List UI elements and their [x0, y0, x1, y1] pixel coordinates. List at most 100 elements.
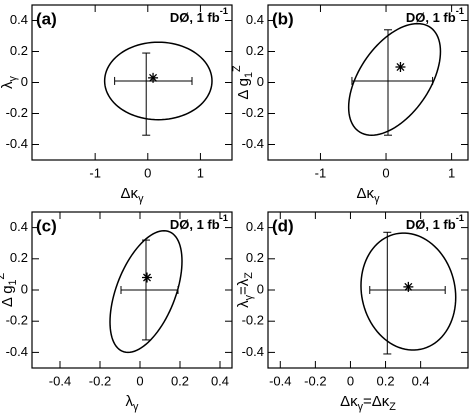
x-tick-label: -1 — [89, 165, 101, 180]
x-tick-label: -0.4 — [269, 373, 291, 388]
label-part: 1 — [243, 72, 255, 78]
y-tick-label: -0.2 — [6, 105, 28, 120]
x-tick-label: 1 — [197, 165, 204, 180]
x-tick-label: 0 — [347, 373, 354, 388]
y-interval — [383, 231, 392, 355]
x-axis-label: λγ — [126, 393, 140, 413]
panel-note: DØ, 1 fb-1 — [170, 6, 228, 25]
label-part: Δ g — [235, 78, 252, 100]
x-tick-label: 0.2 — [377, 373, 395, 388]
label-part: DØ, 1 fb — [406, 217, 456, 232]
label-part: Δκ — [357, 185, 375, 202]
label-part: Z — [243, 272, 255, 279]
label-part: γ — [243, 294, 255, 300]
label-part: λ — [126, 393, 134, 410]
label-part: DØ, 1 fb — [170, 10, 220, 25]
y-tick-label: -0.2 — [242, 105, 264, 120]
x-tick-label: -0.2 — [304, 373, 326, 388]
y-tick-label: -0.4 — [242, 136, 264, 151]
x-tick-label: 0.2 — [171, 373, 189, 388]
y-axis-label: λγ — [0, 75, 19, 89]
best-fit-point — [403, 281, 414, 292]
x-tick-label: 0.4 — [211, 373, 229, 388]
x-interval — [351, 76, 434, 85]
label-part: γ — [133, 401, 139, 413]
label-part: γ — [7, 75, 19, 81]
label-part: γ — [138, 193, 144, 205]
panel-note: DØ, 1 fb-1 — [406, 213, 464, 232]
x-tick-label: -1 — [315, 165, 327, 180]
contour-ellipse — [347, 22, 442, 136]
plot-frame — [31, 4, 233, 161]
y-tick-label: 0 — [257, 281, 264, 296]
panel-label: (d) — [272, 216, 294, 235]
y-interval — [142, 52, 151, 136]
x-tick-label: -0.4 — [49, 373, 71, 388]
contour-ellipse — [109, 229, 183, 354]
y-tick-label: -0.4 — [6, 136, 28, 151]
label-part: -1 — [220, 213, 228, 223]
y-axis-label: Δ g1Z — [0, 272, 19, 307]
y-tick-label: 0.4 — [246, 219, 264, 234]
x-interval — [369, 286, 446, 294]
x-axis-label: Δκγ — [357, 185, 381, 205]
label-part: Z — [389, 401, 396, 413]
label-part: Z — [231, 65, 243, 72]
label-part: DØ, 1 fb — [406, 10, 456, 25]
label-part: Δκ — [121, 185, 139, 202]
x-tick-label: 1 — [448, 165, 455, 180]
label-part: =Δκ — [363, 393, 390, 410]
label-part: λ — [0, 81, 16, 89]
panel-note: DØ, 1 fb-1 — [406, 6, 464, 25]
y-tick-label: -0.2 — [242, 313, 264, 328]
best-fit-point — [142, 272, 152, 283]
x-tick-label: 0 — [144, 165, 151, 180]
y-axis-label: λγ=λZ — [235, 272, 255, 308]
y-tick-label: -0.2 — [6, 313, 28, 328]
y-interval — [142, 239, 150, 341]
best-fit-point — [395, 62, 406, 72]
panel-label: (a) — [36, 9, 57, 28]
x-tick-label: 0.4 — [412, 373, 430, 388]
x-tick-label: 0 — [136, 373, 143, 388]
label-part: Z — [0, 272, 7, 279]
y-tick-label: 0.2 — [246, 250, 264, 265]
y-tick-label: 0.4 — [10, 219, 28, 234]
plot-frame — [267, 4, 469, 161]
x-interval — [120, 286, 179, 294]
y-axis-label: Δ g1Z — [231, 65, 255, 100]
y-tick-label: 0.4 — [246, 12, 264, 27]
label-part: γ — [374, 193, 380, 205]
x-axis-label: Δκγ=ΔκZ — [340, 393, 396, 413]
y-tick-label: 0.2 — [246, 43, 264, 58]
x-tick-label: -0.2 — [89, 373, 111, 388]
panel: -0.4 -0.2 0 0.2 0.4 -0.4 -0.2 0 0.2 0.4 (d) DØ, 1 f… — [235, 211, 469, 413]
label-part: DØ, 1 fb — [170, 217, 220, 232]
y-tick-label: 0.2 — [10, 250, 28, 265]
label-part: -1 — [456, 6, 464, 16]
y-tick-label: 0 — [21, 281, 28, 296]
x-axis-label: Δκγ — [121, 185, 145, 205]
y-tick-label: 0 — [21, 74, 28, 89]
panel-label: (b) — [272, 9, 294, 28]
panel-note: DØ, 1 fb-1 — [170, 213, 228, 232]
panel-label: (c) — [36, 216, 57, 235]
y-interval — [384, 29, 392, 136]
label-part: Δκ — [340, 393, 358, 410]
best-fit-point — [148, 72, 159, 83]
label-part: -1 — [456, 213, 464, 223]
label-part: -1 — [220, 6, 228, 16]
contour-ellipse — [103, 41, 213, 121]
label-part: γ — [358, 401, 364, 413]
label-part: Δ g — [0, 285, 16, 307]
y-tick-label: 0.4 — [10, 12, 28, 27]
x-tick-label: 0 — [382, 165, 389, 180]
contour-ellipse — [360, 232, 457, 351]
y-tick-label: 0.2 — [10, 43, 28, 58]
y-tick-label: -0.4 — [242, 344, 264, 359]
label-part: =λ — [235, 278, 252, 295]
